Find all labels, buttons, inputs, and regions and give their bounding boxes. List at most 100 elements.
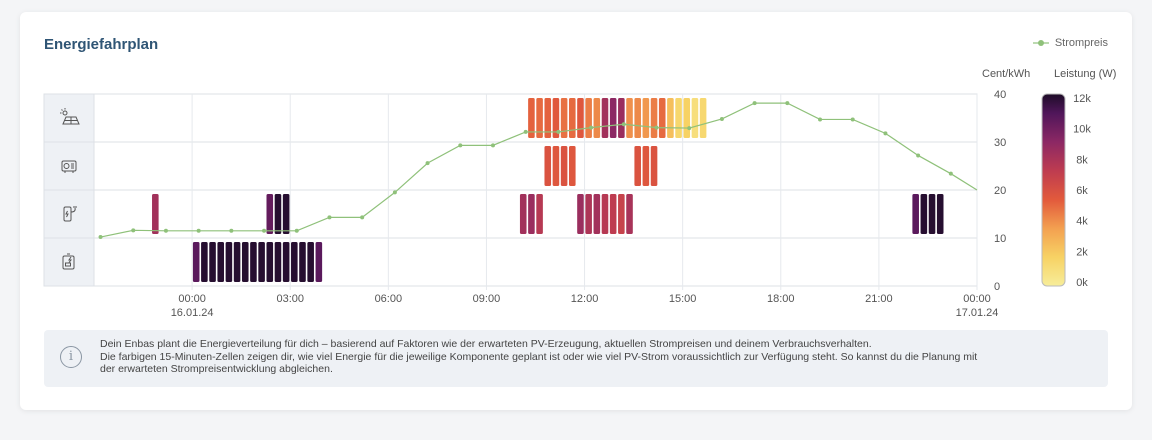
heatmap-cell[interactable] bbox=[258, 242, 265, 282]
heatmap-cell[interactable] bbox=[585, 98, 592, 138]
heatmap-cell[interactable] bbox=[274, 242, 282, 282]
heatmap-cell[interactable] bbox=[618, 194, 625, 234]
colorbar-unit: Leistung (W) bbox=[1054, 68, 1116, 80]
colorbar-tick-label: 4k bbox=[1076, 216, 1088, 228]
heatmap-cell[interactable] bbox=[266, 194, 274, 234]
price-point[interactable] bbox=[883, 131, 888, 136]
price-point[interactable] bbox=[687, 126, 692, 131]
x-tick-date: 17.01.24 bbox=[956, 307, 999, 319]
heatmap-cell[interactable] bbox=[307, 242, 314, 282]
heatmap-cell[interactable] bbox=[650, 98, 658, 138]
price-point[interactable] bbox=[131, 228, 136, 233]
heatmap-cell[interactable] bbox=[667, 98, 674, 138]
heatmap-cell[interactable] bbox=[201, 242, 208, 282]
heatmap-cell[interactable] bbox=[634, 146, 641, 186]
heatmap-cell[interactable] bbox=[299, 242, 306, 282]
info-line-3: der erwarteten Strompreisentwicklung abg… bbox=[100, 363, 333, 375]
price-point[interactable] bbox=[948, 171, 953, 176]
heatmap-cell[interactable] bbox=[601, 98, 609, 138]
heatmap-cell[interactable] bbox=[585, 194, 592, 234]
price-point[interactable] bbox=[916, 153, 921, 158]
heatmap-cell[interactable] bbox=[609, 98, 617, 138]
price-point[interactable] bbox=[523, 129, 528, 134]
price-point[interactable] bbox=[818, 117, 823, 122]
heatmap-cell[interactable] bbox=[642, 146, 650, 186]
price-point[interactable] bbox=[294, 228, 299, 233]
heatmap-cell[interactable] bbox=[601, 194, 609, 234]
heatmap-cell[interactable] bbox=[683, 98, 691, 138]
heatmap-cell[interactable] bbox=[650, 146, 658, 186]
price-point[interactable] bbox=[360, 215, 365, 220]
heatmap-cell[interactable] bbox=[618, 98, 625, 138]
heatmap-cell[interactable] bbox=[560, 98, 568, 138]
price-point[interactable] bbox=[98, 235, 103, 240]
price-point[interactable] bbox=[458, 143, 463, 148]
price-point[interactable] bbox=[785, 101, 790, 106]
heatmap-cell[interactable] bbox=[626, 194, 633, 234]
heatmap-cell[interactable] bbox=[552, 146, 560, 186]
price-point[interactable] bbox=[850, 117, 855, 122]
heatmap-cell[interactable] bbox=[577, 98, 584, 138]
price-point[interactable] bbox=[262, 228, 267, 233]
price-point[interactable] bbox=[719, 116, 724, 121]
heatmap-cell[interactable] bbox=[536, 98, 543, 138]
heatmap-cell[interactable] bbox=[552, 98, 560, 138]
heatmap-cell[interactable] bbox=[658, 98, 666, 138]
y-tick-label: 10 bbox=[994, 233, 1006, 245]
heatmap-cell[interactable] bbox=[528, 98, 535, 138]
heatmap-cell[interactable] bbox=[626, 98, 633, 138]
heatmap-cell[interactable] bbox=[315, 242, 323, 282]
price-point[interactable] bbox=[196, 228, 201, 233]
heatmap-cell[interactable] bbox=[920, 194, 928, 234]
price-point[interactable] bbox=[229, 228, 234, 233]
price-point[interactable] bbox=[752, 101, 757, 106]
price-point[interactable] bbox=[327, 215, 332, 220]
heatmap-cell[interactable] bbox=[593, 194, 601, 234]
heatmap-cell[interactable] bbox=[544, 98, 552, 138]
heatmap-cell[interactable] bbox=[233, 242, 241, 282]
heatmap-cell[interactable] bbox=[609, 194, 617, 234]
heatmap-cell[interactable] bbox=[544, 146, 552, 186]
heatmap-cell[interactable] bbox=[691, 98, 699, 138]
heatmap-cell[interactable] bbox=[241, 242, 249, 282]
heatmap-cell[interactable] bbox=[912, 194, 919, 234]
heatmap-cell[interactable] bbox=[675, 98, 682, 138]
price-point[interactable] bbox=[621, 122, 626, 127]
heatmap-cell[interactable] bbox=[536, 194, 543, 234]
heatmap-cell[interactable] bbox=[209, 242, 216, 282]
solar-panel-icon bbox=[60, 108, 80, 125]
colorbar bbox=[1041, 93, 1066, 287]
heatmap-cell[interactable] bbox=[217, 242, 225, 282]
price-point[interactable] bbox=[392, 190, 397, 195]
heatmap-cell[interactable] bbox=[528, 194, 535, 234]
heatmap-cell[interactable] bbox=[560, 146, 568, 186]
heatmap-cell[interactable] bbox=[152, 194, 159, 234]
heatmap-cell[interactable] bbox=[274, 194, 282, 234]
x-tick-label: 06:00 bbox=[375, 293, 403, 305]
heatmap-cell[interactable] bbox=[634, 98, 641, 138]
heatmap-cell[interactable] bbox=[577, 194, 584, 234]
heatmap-cell[interactable] bbox=[593, 98, 601, 138]
heatmap-cell[interactable] bbox=[291, 242, 298, 282]
wallbox-icon bbox=[63, 206, 77, 222]
price-point[interactable] bbox=[556, 129, 561, 134]
price-point[interactable] bbox=[589, 125, 594, 130]
price-point[interactable] bbox=[490, 143, 495, 148]
heatmap-cell[interactable] bbox=[642, 98, 650, 138]
legend[interactable]: Strompreis bbox=[1032, 37, 1108, 49]
price-point[interactable] bbox=[163, 228, 168, 233]
heatmap-cell[interactable] bbox=[519, 194, 527, 234]
heatmap-cell[interactable] bbox=[192, 242, 200, 282]
heatmap-cell[interactable] bbox=[225, 242, 233, 282]
heatmap-cell[interactable] bbox=[936, 194, 944, 234]
price-point[interactable] bbox=[654, 125, 659, 130]
heatmap-cell[interactable] bbox=[699, 98, 707, 138]
heatmap-cell[interactable] bbox=[250, 242, 257, 282]
price-point[interactable] bbox=[425, 161, 430, 166]
heatmap-cell[interactable] bbox=[928, 194, 936, 234]
heatmap-cell[interactable] bbox=[282, 194, 290, 234]
heatmap-cell[interactable] bbox=[282, 242, 290, 282]
heatmap-cell[interactable] bbox=[569, 98, 576, 138]
heatmap-cell[interactable] bbox=[266, 242, 274, 282]
heatmap-cell[interactable] bbox=[569, 146, 576, 186]
